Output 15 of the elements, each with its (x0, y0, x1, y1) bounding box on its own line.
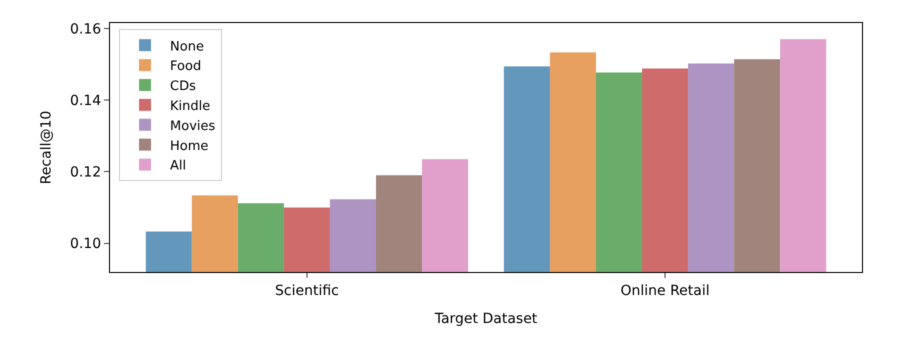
legend-label: Food (170, 59, 202, 74)
x-tick-label: Scientific (275, 282, 339, 299)
y-tick-label: 0.16 (70, 21, 102, 38)
legend-label: None (170, 39, 204, 54)
legend-label: All (170, 158, 186, 174)
y-tick-label: 0.14 (70, 92, 102, 109)
legend-label: Movies (170, 118, 216, 134)
x-axis-title: Target Dataset (434, 311, 538, 328)
y-tick-label: 0.10 (70, 236, 102, 252)
legend-label: Kindle (170, 98, 210, 114)
y-tick-label: 0.12 (70, 164, 102, 181)
legend-label: CDs (170, 79, 196, 94)
legend-label: Home (170, 138, 208, 154)
y-axis-title: Recall@10 (38, 110, 55, 184)
x-tick-label: Online Retail (620, 282, 710, 299)
